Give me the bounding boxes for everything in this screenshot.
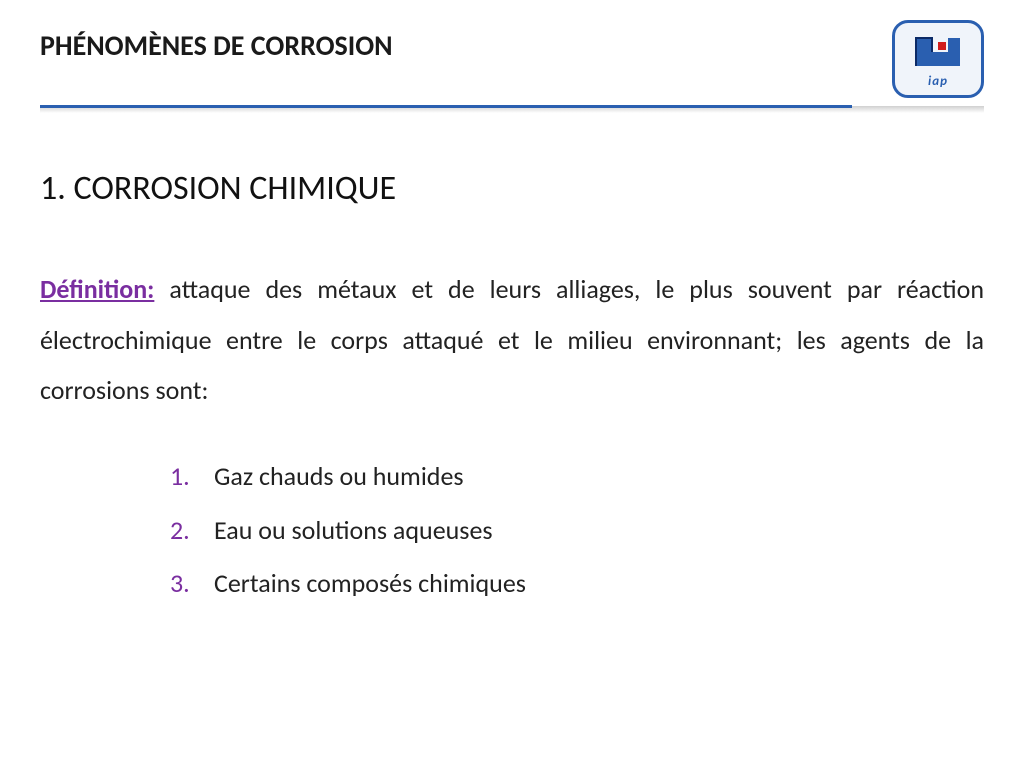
header-rule-line [40, 105, 852, 108]
agents-list: 1. Gaz chauds ou humides 2. Eau ou solut… [170, 454, 984, 607]
header-row: PHÉNOMÈNES DE CORROSION iap [40, 20, 984, 98]
header-rule [40, 106, 984, 108]
iap-logo-mark [910, 32, 966, 72]
list-item: 2. Eau ou solutions aqueuses [170, 508, 984, 554]
list-item-text: Eau ou solutions aqueuses [214, 508, 493, 554]
section-title: 1. CORROSION CHIMIQUE [40, 168, 984, 209]
definition-label: Définition: [40, 273, 154, 305]
list-item-text: Gaz chauds ou humides [214, 454, 464, 500]
page-header-title: PHÉNOMÈNES DE CORROSION [40, 20, 393, 63]
list-item-text: Certains composés chimiques [214, 561, 526, 607]
definition-text: attaque des métaux et de leurs alliages,… [40, 273, 984, 406]
section-title-text: CORROSION CHIMIQUE [74, 168, 397, 209]
list-item-number: 3. [170, 561, 214, 607]
definition-paragraph: Définition: attaque des métaux et de leu… [40, 264, 984, 416]
list-item-number: 2. [170, 508, 214, 554]
list-item: 1. Gaz chauds ou humides [170, 454, 984, 500]
list-item-number: 1. [170, 454, 214, 500]
slide: PHÉNOMÈNES DE CORROSION iap 1. CORROSION… [0, 0, 1024, 768]
list-item: 3. Certains composés chimiques [170, 561, 984, 607]
section-number: 1. [40, 168, 66, 209]
iap-logo: iap [892, 20, 984, 98]
iap-logo-caption: iap [928, 74, 948, 89]
